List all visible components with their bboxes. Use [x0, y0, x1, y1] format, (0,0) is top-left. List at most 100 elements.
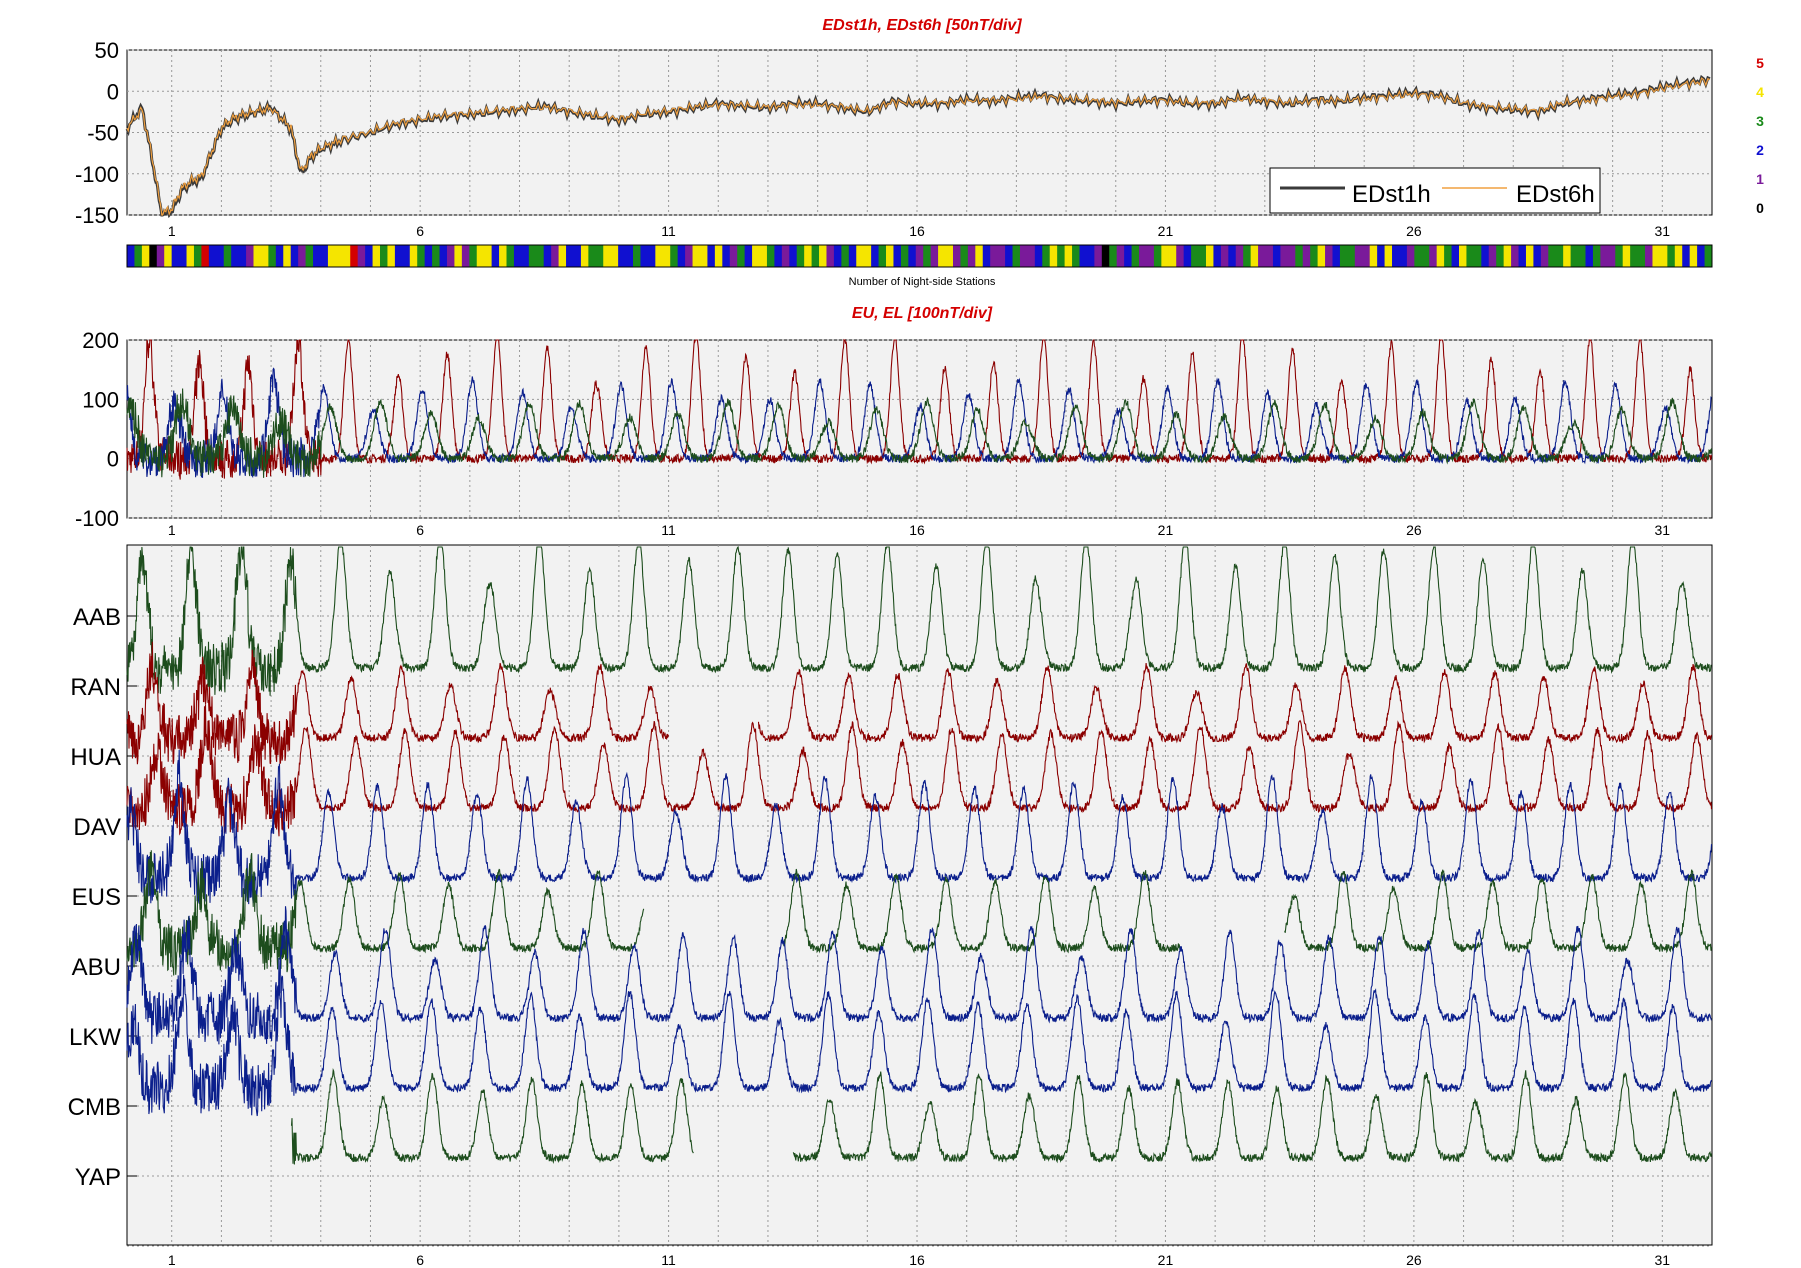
station-count-cell: [1466, 245, 1475, 267]
station-count-cell: [365, 245, 374, 267]
station-trace-LKW: [126, 974, 1712, 1117]
series-line-2: [126, 388, 1713, 478]
station-count-cell: [320, 245, 329, 267]
station-count-cell: [945, 245, 954, 267]
station-count-cell: [871, 245, 880, 267]
ytick-label: 0: [107, 447, 119, 472]
station-count-cell: [506, 245, 515, 267]
xtick-label: 11: [661, 223, 676, 239]
station-count-cell: [528, 245, 537, 267]
xtick-label: 26: [1406, 522, 1422, 538]
station-count-cell: [1205, 245, 1214, 267]
station-count-cell: [179, 245, 188, 267]
station-count-cell: [380, 245, 388, 267]
night-side-stations-bar-frame: [126, 244, 1713, 268]
station-count-cell: [781, 245, 790, 267]
station-count-cell: [484, 245, 493, 267]
station-count-cell: [387, 245, 396, 267]
station-count-cell: [238, 245, 247, 267]
station-trace-EUS: [782, 868, 1181, 954]
station-count-cell: [1481, 245, 1490, 267]
station-count-cell: [446, 245, 455, 267]
station-count-cell: [625, 245, 634, 267]
station-count-cell: [1674, 245, 1683, 267]
station-trace-CMB: [792, 1070, 1713, 1164]
station-count-cell: [610, 245, 619, 267]
station-count-cell: [156, 245, 165, 267]
station-count-legend-label: 3: [1756, 113, 1764, 129]
station-count-cell: [908, 245, 917, 267]
xtick-label: 1: [168, 223, 176, 239]
station-count-cell: [1645, 245, 1653, 267]
station-label: RAN: [70, 674, 121, 701]
station-count-cell: [439, 245, 448, 267]
station-count-cell: [432, 245, 441, 267]
station-count-cell: [670, 245, 679, 267]
station-count-cell: [967, 245, 976, 267]
panel2-axes: [126, 339, 1713, 519]
legend-box: [1269, 167, 1601, 214]
station-count-cell: [1630, 245, 1639, 267]
station-count-cell: [737, 245, 746, 267]
station-count-cell: [1548, 245, 1557, 267]
station-count-cell: [275, 245, 284, 267]
station-count-cell: [1258, 245, 1267, 267]
panel1-xtick-labels: 1 6 11 16 21 26 31: [168, 223, 1670, 239]
station-count-cell: [685, 245, 694, 267]
station-count-cell: [1265, 245, 1274, 267]
station-count-cell: [1332, 245, 1341, 267]
station-count-cell: [1511, 245, 1520, 267]
station-count-cell: [402, 245, 411, 267]
station-count-cell: [990, 245, 999, 267]
station-count-cell: [469, 245, 478, 267]
panel3-xtick-labels: 1 6 11 16 21 26 31: [168, 1252, 1670, 1268]
station-count-cell: [923, 245, 932, 267]
station-count-cell: [1347, 245, 1356, 267]
station-count-cell: [171, 245, 180, 267]
station-count-cell: [1012, 245, 1021, 267]
station-count-cell: [499, 245, 508, 267]
station-count-cell: [1697, 245, 1706, 267]
station-count-cell: [253, 245, 262, 267]
station-trace-DAV: [126, 749, 1713, 905]
station-count-cell: [1317, 245, 1326, 267]
station-count-cell: [938, 245, 947, 267]
station-count-cell: [1384, 245, 1393, 267]
station-count-cell: [476, 245, 485, 267]
station-count-cell: [618, 245, 627, 267]
station-count-cell: [193, 245, 202, 267]
station-count-cell: [454, 245, 463, 267]
xtick-label: 26: [1406, 1252, 1422, 1268]
station-count-cell: [417, 245, 426, 267]
xtick-label: 6: [416, 1252, 424, 1268]
station-count-cell: [744, 245, 753, 267]
station-count-cell: [1101, 245, 1110, 267]
station-count-cell: [350, 245, 359, 267]
station-count-cell: [774, 245, 783, 267]
panel3-station-labels: AAB RAN HUA DAV EUS ABU LKW CMB YAP: [68, 604, 122, 1191]
station-count-legend-label: 5: [1756, 55, 1764, 71]
station-count-cell: [305, 245, 314, 267]
station-count-cell: [952, 245, 961, 267]
series-line-EDst6h: [126, 77, 1711, 216]
station-count-cell: [833, 245, 842, 267]
station-count-cell: [1213, 245, 1222, 267]
station-count-cell: [1682, 245, 1691, 267]
station-count-cell: [558, 245, 567, 267]
station-count-cell: [960, 245, 969, 267]
xtick-label: 11: [661, 522, 676, 538]
ytick-label: 0: [107, 79, 119, 104]
station-count-cell: [268, 245, 277, 267]
station-count-cell: [1406, 245, 1415, 267]
station-count-cell: [699, 245, 708, 267]
series-line-1: [126, 367, 1712, 478]
station-count-cell: [1600, 245, 1609, 267]
station-count-cell: [1570, 245, 1579, 267]
station-count-cell: [766, 245, 775, 267]
station-label: LKW: [69, 1024, 121, 1051]
station-count-cell: [149, 245, 158, 267]
station-count-cell: [588, 245, 597, 267]
station-count-legend-label: 1: [1756, 171, 1764, 187]
station-count-cell: [1153, 245, 1162, 267]
